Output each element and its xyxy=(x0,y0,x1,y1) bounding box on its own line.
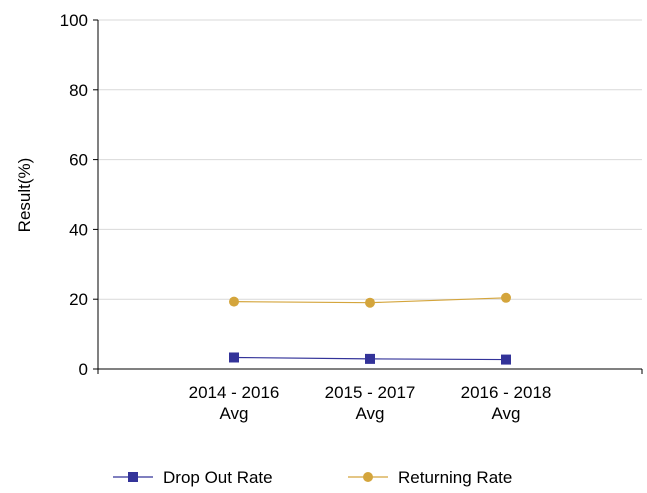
data-point xyxy=(365,297,375,308)
y-axis-label: Result(%) xyxy=(15,158,34,233)
y-tick-label: 60 xyxy=(69,151,88,170)
data-point xyxy=(501,292,511,303)
x-tick-label: 2014 - 2016 Avg xyxy=(189,383,280,423)
data-point xyxy=(229,296,239,307)
y-tick-label: 80 xyxy=(69,81,88,100)
legend-marker xyxy=(363,472,373,482)
legend-marker xyxy=(128,472,138,482)
legend-label: Drop Out Rate xyxy=(163,468,273,487)
data-point xyxy=(365,353,375,364)
data-point xyxy=(501,354,511,365)
y-tick-label: 40 xyxy=(69,220,88,239)
data-point xyxy=(229,352,239,363)
x-tick-label: 2016 - 2018 Avg xyxy=(461,383,552,423)
legend-label: Returning Rate xyxy=(398,468,512,487)
y-tick-label: 100 xyxy=(60,11,88,30)
y-tick-label: 20 xyxy=(69,290,88,309)
x-tick-label: 2015 - 2017 Avg xyxy=(325,383,416,423)
y-tick-label: 0 xyxy=(79,360,88,379)
